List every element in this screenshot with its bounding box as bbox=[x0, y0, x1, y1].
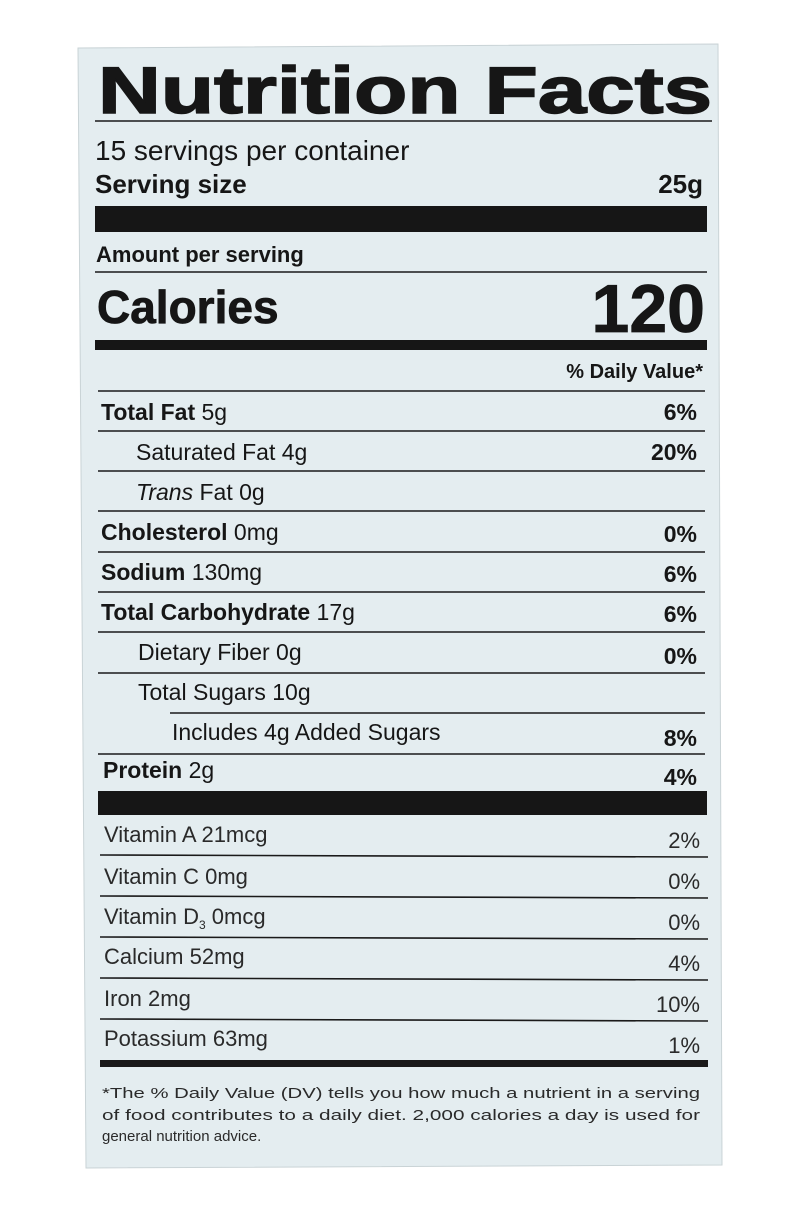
calories-value: 120 bbox=[592, 271, 705, 347]
vitamin-amount: 52mg bbox=[190, 944, 245, 969]
vitamin: Iron 2mg bbox=[104, 986, 191, 1011]
vitamin-dv: 0% bbox=[668, 869, 700, 894]
dv-header: % Daily Value* bbox=[566, 361, 703, 383]
nutrient-dv: 6% bbox=[664, 399, 697, 425]
nutrient-name: Cholesterol bbox=[101, 519, 228, 545]
footnote-line: general nutrition advice. bbox=[102, 1128, 261, 1145]
nutrient-name: Saturated Fat bbox=[136, 439, 276, 465]
nutrient: Trans Fat 0g bbox=[136, 479, 265, 505]
vitamin-dv: 1% bbox=[668, 1033, 700, 1058]
vitamin-amount: 0mg bbox=[205, 864, 248, 889]
footnote-line: of food contributes to a daily diet. 2,0… bbox=[102, 1107, 700, 1124]
title: Nutrition Facts bbox=[98, 53, 712, 127]
vitamin-dv: 4% bbox=[668, 951, 700, 976]
nutrient-amount: 2g bbox=[189, 757, 215, 783]
nutrient-amount: 5g bbox=[202, 399, 228, 425]
rule bbox=[99, 854, 709, 858]
vitamin-dv: 2% bbox=[668, 828, 700, 853]
nutrient-amount: 17g bbox=[317, 599, 355, 625]
nutrient-name: Fat bbox=[199, 479, 233, 505]
nutrient-amount: 4g bbox=[282, 439, 308, 465]
nutrient-amount: 0g bbox=[239, 479, 265, 505]
medium-bar bbox=[95, 340, 707, 350]
vitamin-dv: 0% bbox=[668, 910, 700, 935]
nutrient-amount: 0g bbox=[276, 639, 302, 665]
rule bbox=[99, 977, 709, 981]
thick-bar bbox=[98, 791, 707, 815]
nutrient-dv: 0% bbox=[664, 643, 697, 669]
vitamin: Vitamin C 0mg bbox=[104, 864, 248, 889]
vitamin-name: Vitamin A bbox=[104, 822, 197, 847]
rule bbox=[99, 1018, 709, 1022]
nutrient-name: Total Sugars bbox=[138, 679, 266, 705]
vitamin-name: Iron bbox=[104, 986, 142, 1011]
vitamin-amount: 21mcg bbox=[201, 822, 267, 847]
nutrient-dv: 4% bbox=[664, 764, 697, 790]
nutrient-name-italic: Trans bbox=[136, 479, 194, 505]
vitamin-name: Calcium bbox=[104, 944, 183, 969]
thick-bar bbox=[95, 206, 707, 232]
nutrient-name: Total Fat bbox=[101, 399, 195, 425]
servings: 15 servings per container bbox=[95, 135, 409, 166]
nutrient: Sodium 130mg bbox=[101, 559, 262, 585]
vitamin-amount: 2mg bbox=[148, 986, 191, 1011]
vitamin: Calcium 52mg bbox=[104, 944, 245, 969]
vitamin-name: Potassium bbox=[104, 1026, 207, 1051]
footnote-line: *The % Daily Value (DV) tells you how mu… bbox=[102, 1085, 700, 1102]
vitamin-subscript: 3 bbox=[199, 918, 206, 932]
nutrient-amount: 0mg bbox=[234, 519, 279, 545]
nutrient-amount: 10g bbox=[272, 679, 310, 705]
nutrient: Saturated Fat 4g bbox=[136, 439, 307, 465]
vitamin-amount: 0mcg bbox=[212, 904, 266, 929]
vitamin: Vitamin D3 0mcg bbox=[104, 904, 266, 934]
nutrient-dv: 6% bbox=[664, 561, 697, 587]
vitamin-name: Vitamin D bbox=[104, 904, 199, 929]
nutrient-name: Total Carbohydrate bbox=[101, 599, 310, 625]
nutrient: Protein 2g bbox=[103, 757, 214, 783]
vitamin: Vitamin A 21mcg bbox=[104, 822, 268, 847]
nutrient: Total Fat 5g bbox=[101, 399, 227, 425]
vitamin-amount: 63mg bbox=[213, 1026, 268, 1051]
nutrient: Total Sugars 10g bbox=[138, 679, 311, 705]
nutrient-dv: 6% bbox=[664, 601, 697, 627]
nutrient: Dietary Fiber 0g bbox=[138, 639, 302, 665]
vitamin-name: Vitamin C bbox=[104, 864, 199, 889]
calories-label: Calories bbox=[97, 281, 279, 333]
rule bbox=[99, 895, 709, 899]
nutrient: Includes 4g Added Sugars bbox=[172, 719, 441, 745]
nutrient-dv: 0% bbox=[664, 521, 697, 547]
label-panel bbox=[77, 43, 723, 1169]
serving-size-value: 25g bbox=[658, 169, 703, 199]
nutrient-name: Dietary Fiber bbox=[138, 639, 270, 665]
vitamin: Potassium 63mg bbox=[104, 1026, 268, 1051]
amount-per-serving: Amount per serving bbox=[96, 242, 304, 267]
nutrient-amount: 130mg bbox=[192, 559, 262, 585]
nutrient-name: Protein bbox=[103, 757, 182, 783]
medium-bar bbox=[100, 1060, 708, 1067]
nutrient-dv: 20% bbox=[651, 439, 697, 465]
nutrient: Total Carbohydrate 17g bbox=[101, 599, 355, 625]
nutrient: Cholesterol 0mg bbox=[101, 519, 279, 545]
vitamin-dv: 10% bbox=[656, 992, 700, 1017]
nutrient-name: Includes 4g Added Sugars bbox=[172, 719, 441, 745]
rule bbox=[99, 936, 709, 940]
serving-size-label: Serving size bbox=[95, 169, 247, 199]
nutrient-dv: 8% bbox=[664, 725, 697, 751]
nutrient-name: Sodium bbox=[101, 559, 185, 585]
